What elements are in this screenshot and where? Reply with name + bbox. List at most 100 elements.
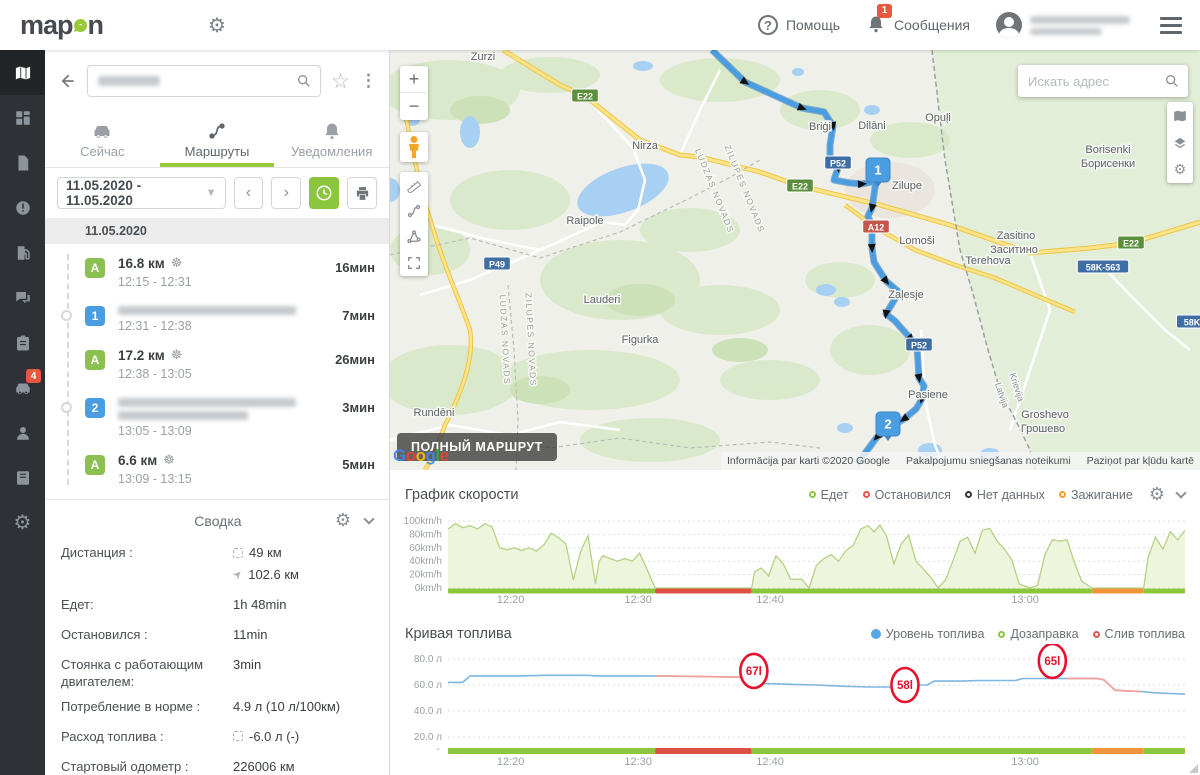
route-list-date: 11.05.2020 (45, 218, 389, 244)
route-entry-drive[interactable]: A 17.2 км ☸ 12:38 - 13:05 26мин (45, 340, 389, 388)
chart-collapse-icon[interactable] (1175, 487, 1187, 499)
measure-ruler-icon[interactable] (400, 172, 428, 198)
sidebar-item-alerts[interactable] (0, 185, 45, 230)
svg-text:P49: P49 (489, 260, 505, 270)
full-route-button[interactable]: ПОЛНЫЙ МАРШРУТ (397, 433, 557, 461)
print-button[interactable] (347, 177, 378, 209)
time-filter-button[interactable] (309, 177, 340, 209)
chart-gear-icon[interactable]: ⚙ (1148, 484, 1165, 504)
legend-item[interactable]: Нет данных (964, 488, 1045, 502)
svg-text:-: - (437, 744, 440, 755)
road-badge: E22 (571, 88, 599, 103)
zoom-out-button[interactable]: − (408, 96, 420, 116)
attribution-link[interactable]: Informācija par karti ©2020 Google (726, 455, 890, 467)
route-entry-stop[interactable]: 2 13:05 - 13:09 3мин (45, 388, 389, 445)
attribution-link[interactable]: Pakalpojumu sniegšanas noteikumi (905, 455, 1071, 467)
legend-item[interactable]: Уровень топлива (870, 627, 984, 641)
road-badge: P52 (824, 155, 852, 170)
svg-text:P52: P52 (830, 159, 846, 169)
sidebar-item-dashboard[interactable] (0, 95, 45, 140)
help-button[interactable]: ? Помощь (757, 15, 840, 35)
sidebar-item-settings[interactable]: ⚙ (0, 500, 45, 545)
route-tool-icon[interactable] (400, 198, 428, 224)
canbus-icon (233, 731, 243, 742)
svg-text:12:20: 12:20 (497, 756, 525, 768)
svg-text:58l: 58l (897, 680, 913, 692)
layers-icon[interactable] (1167, 129, 1193, 156)
sidebar-item-map[interactable] (0, 50, 45, 95)
profile-button[interactable] (996, 12, 1130, 38)
sidebar-item-reports[interactable] (0, 140, 45, 185)
svg-text:Briģi: Briģi (809, 120, 831, 133)
entry-badge: A (85, 350, 105, 370)
favorite-star-icon[interactable]: ☆ (331, 69, 350, 93)
road-badge: 58K-563 (1076, 259, 1130, 274)
messages-badge: 1 (877, 3, 893, 18)
svg-text:E22: E22 (792, 182, 808, 192)
route-stop-marker-1[interactable]: 1 (865, 157, 891, 187)
polygon-tool-icon[interactable] (400, 224, 428, 250)
zoom-control: + − (400, 66, 428, 120)
tab-alerts[interactable]: Уведомления (274, 112, 389, 167)
summary-label: Едет: (61, 597, 94, 612)
sidebar-item-chat[interactable] (0, 275, 45, 320)
svg-text:40.0 л: 40.0 л (414, 706, 442, 717)
speed-plot[interactable]: 100km/h 80km/h 60km/h 40km/h 20km/h 0km/h 12:2… (390, 507, 1200, 607)
entry-duration: 26мин (335, 352, 375, 367)
route-entry-drive[interactable]: A 6.6 км ☸ 13:09 - 13:15 5мин (45, 445, 389, 493)
summary-row: Остановился : 11min (61, 627, 373, 649)
map-search-input[interactable] (1026, 72, 1164, 90)
legend-item[interactable]: Остановился (862, 488, 951, 502)
sidebar-item-fuel[interactable] (0, 230, 45, 275)
map[interactable]: E22 E22 E22 A12 P49 P52 P52 58K-563 58K-5 Zurzi N… (390, 50, 1200, 470)
tab-label: Сейчас (80, 143, 125, 159)
tab-now[interactable]: Сейчас (45, 112, 160, 167)
sidebar-item-fleet[interactable]: 4 (0, 365, 45, 410)
vehicle-route-polyline[interactable] (709, 50, 928, 467)
svg-text:Zasitino: Zasitino (997, 230, 1036, 242)
header-gear-icon[interactable]: ⚙ (208, 14, 226, 37)
summary-row: Расход топлива : -6.0 л (-) (61, 729, 373, 751)
summary-label: Стартовый одометр : (61, 758, 189, 774)
hamburger-menu-icon[interactable] (1160, 16, 1182, 34)
summary-collapse-icon[interactable] (363, 513, 375, 525)
fuel-plot[interactable]: 80.0 л 60.0 л 40.0 л 20.0 л- 12:20 12:30 12:40… (390, 642, 1200, 775)
pegman-button[interactable] (400, 132, 428, 162)
attribution-link[interactable]: Paziņot par kļūdu kartē (1086, 455, 1194, 467)
summary-value: -6.0 л (-) (249, 728, 300, 744)
route-entry-stop[interactable]: 1 12:31 - 12:38 7мин (45, 296, 389, 340)
mapon-logo[interactable]: map n (20, 10, 104, 41)
timeline-line (67, 254, 69, 485)
map-address-search[interactable] (1018, 65, 1188, 97)
sidebar-item-devices[interactable] (0, 455, 45, 500)
next-day-button[interactable]: › (271, 177, 302, 209)
vehicle-search-input[interactable] (87, 65, 322, 97)
route-entry-drive[interactable]: A 16.8 км ☸ 12:15 - 12:31 16мин (45, 248, 389, 296)
tab-routes[interactable]: Маршруты (159, 112, 275, 167)
svg-text:Nirza: Nirza (632, 140, 659, 152)
stop-markers[interactable]: 12 (865, 157, 901, 441)
date-range-select[interactable]: 11.05.2020 - 11.05.2020 ▼ (57, 177, 226, 209)
route-stop-marker-2[interactable]: 2 (875, 411, 901, 441)
svg-text:E22: E22 (577, 92, 593, 102)
legend-item[interactable]: Слив топлива (1092, 627, 1185, 641)
svg-text:Zaļesje: Zaļesje (888, 289, 923, 301)
kebab-menu-icon[interactable]: ⋮ (360, 71, 377, 90)
resize-grip[interactable] (1189, 764, 1198, 773)
zoom-in-button[interactable]: + (400, 66, 428, 93)
legend-item[interactable]: Зажигание (1058, 488, 1133, 502)
prev-day-button[interactable]: ‹ (233, 177, 264, 209)
map-type-icon[interactable] (1167, 102, 1193, 129)
back-arrow-icon[interactable] (57, 71, 77, 91)
messages-button[interactable]: 1 Сообщения (866, 3, 970, 37)
legend-item[interactable]: Дозаправка (998, 627, 1079, 641)
sidebar-item-users[interactable] (0, 410, 45, 455)
charts-section: График скорости Едет Остановился Нет данных… (390, 470, 1200, 775)
map-settings-icon[interactable]: ⚙ (1173, 161, 1187, 177)
summary-gear-icon[interactable]: ⚙ (334, 510, 351, 530)
svg-text:58K-563: 58K-563 (1086, 263, 1121, 273)
sidebar-item-tasks[interactable] (0, 320, 45, 365)
fuel-annotation: 65l (1037, 642, 1068, 680)
legend-item[interactable]: Едет (808, 488, 849, 502)
fit-bounds-icon[interactable] (400, 250, 428, 276)
